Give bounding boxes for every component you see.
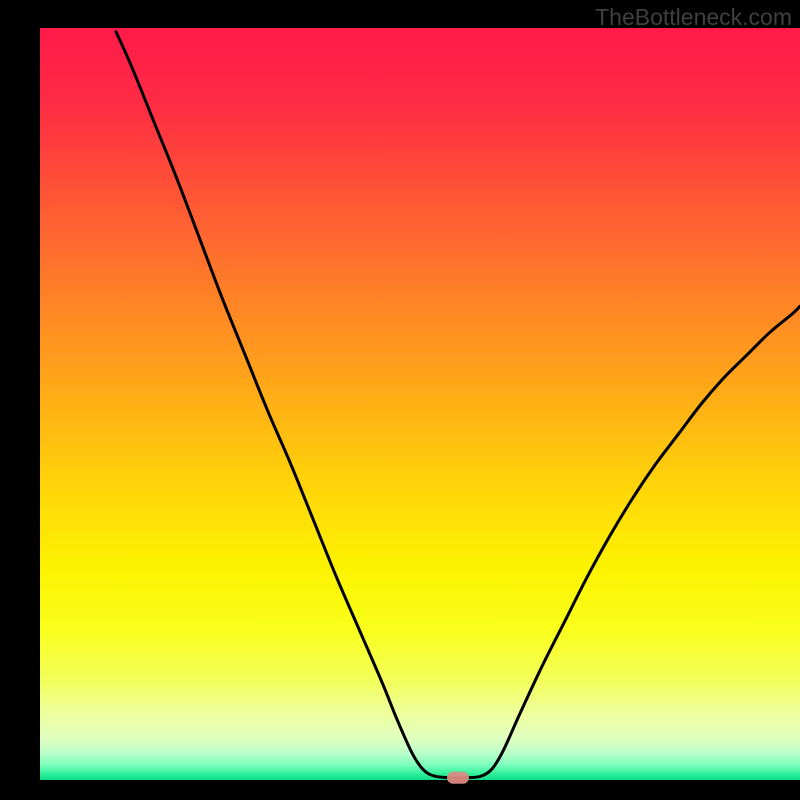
chart-container: TheBottleneck.com <box>0 0 800 800</box>
chart-plot-area <box>40 28 800 780</box>
optimal-marker <box>447 772 469 784</box>
watermark-text: TheBottleneck.com <box>595 4 792 31</box>
bottleneck-chart <box>0 0 800 800</box>
